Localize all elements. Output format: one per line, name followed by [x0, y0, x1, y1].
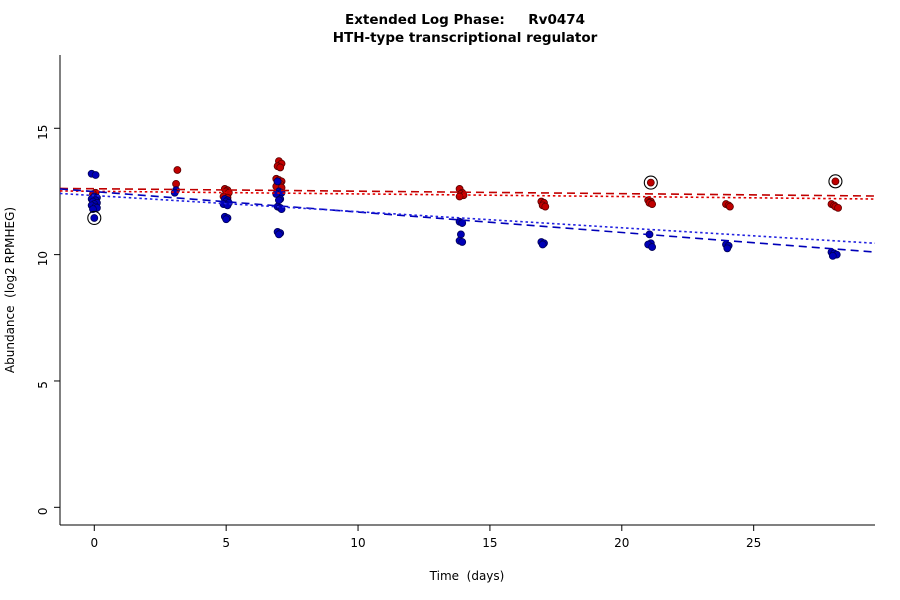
- blue-data-point: [222, 215, 231, 224]
- y-tick-label: 5: [36, 381, 50, 389]
- chart-title-line2: HTH-type transcriptional regulator: [333, 30, 598, 46]
- blue-data-point: [458, 238, 467, 246]
- red-dashed-fit: [59, 187, 876, 197]
- red-data-point: [646, 178, 655, 187]
- x-tick-label: 15: [482, 536, 497, 550]
- blue-data-point: [648, 243, 657, 251]
- red-data-point: [276, 163, 285, 172]
- red-outlier-ring: [828, 174, 843, 189]
- red-data-point: [648, 200, 657, 208]
- x-axis-label: Time (days): [429, 569, 505, 583]
- red-dotted-fit: [59, 190, 876, 200]
- blue-outlier-ring: [87, 210, 102, 226]
- y-tick-label: 15: [36, 125, 50, 140]
- red-data-point: [726, 202, 734, 211]
- blue-data-point: [273, 177, 282, 186]
- y-axis-label: Abundance (log2 RPMHEG): [3, 207, 17, 373]
- red-data-point: [834, 203, 842, 212]
- red-data-point: [541, 202, 550, 211]
- blue-data-point: [828, 251, 837, 260]
- red-data-point: [173, 166, 182, 174]
- blue-data-point: [90, 214, 99, 222]
- y-tick-label: 10: [36, 251, 50, 266]
- red-outlier-ring: [643, 175, 658, 190]
- x-tick-label: 10: [350, 536, 365, 550]
- x-tick-label: 20: [614, 536, 629, 550]
- x-tick-label: 0: [90, 536, 98, 550]
- blue-dashed-fit: [59, 188, 876, 253]
- blue-data-point: [89, 205, 97, 214]
- blue-data-point: [275, 196, 283, 205]
- red-data-point: [455, 192, 464, 201]
- blue-data-point: [538, 240, 547, 249]
- red-data-point: [831, 177, 840, 186]
- blue-data-point: [91, 171, 100, 179]
- x-tick-label: 25: [746, 536, 761, 550]
- chart-title-line1: Extended Log Phase: Rv0474: [345, 12, 585, 28]
- plot-area: 0 5 10 15 20 25 0 5 10 15: [36, 55, 876, 550]
- y-tick-label: 0: [36, 507, 50, 515]
- x-tick-label: 5: [222, 536, 230, 550]
- blue-dotted-fit: [59, 192, 876, 245]
- blue-data-point: [457, 230, 465, 239]
- blue-data-point: [275, 230, 283, 239]
- blue-data-point: [723, 244, 732, 253]
